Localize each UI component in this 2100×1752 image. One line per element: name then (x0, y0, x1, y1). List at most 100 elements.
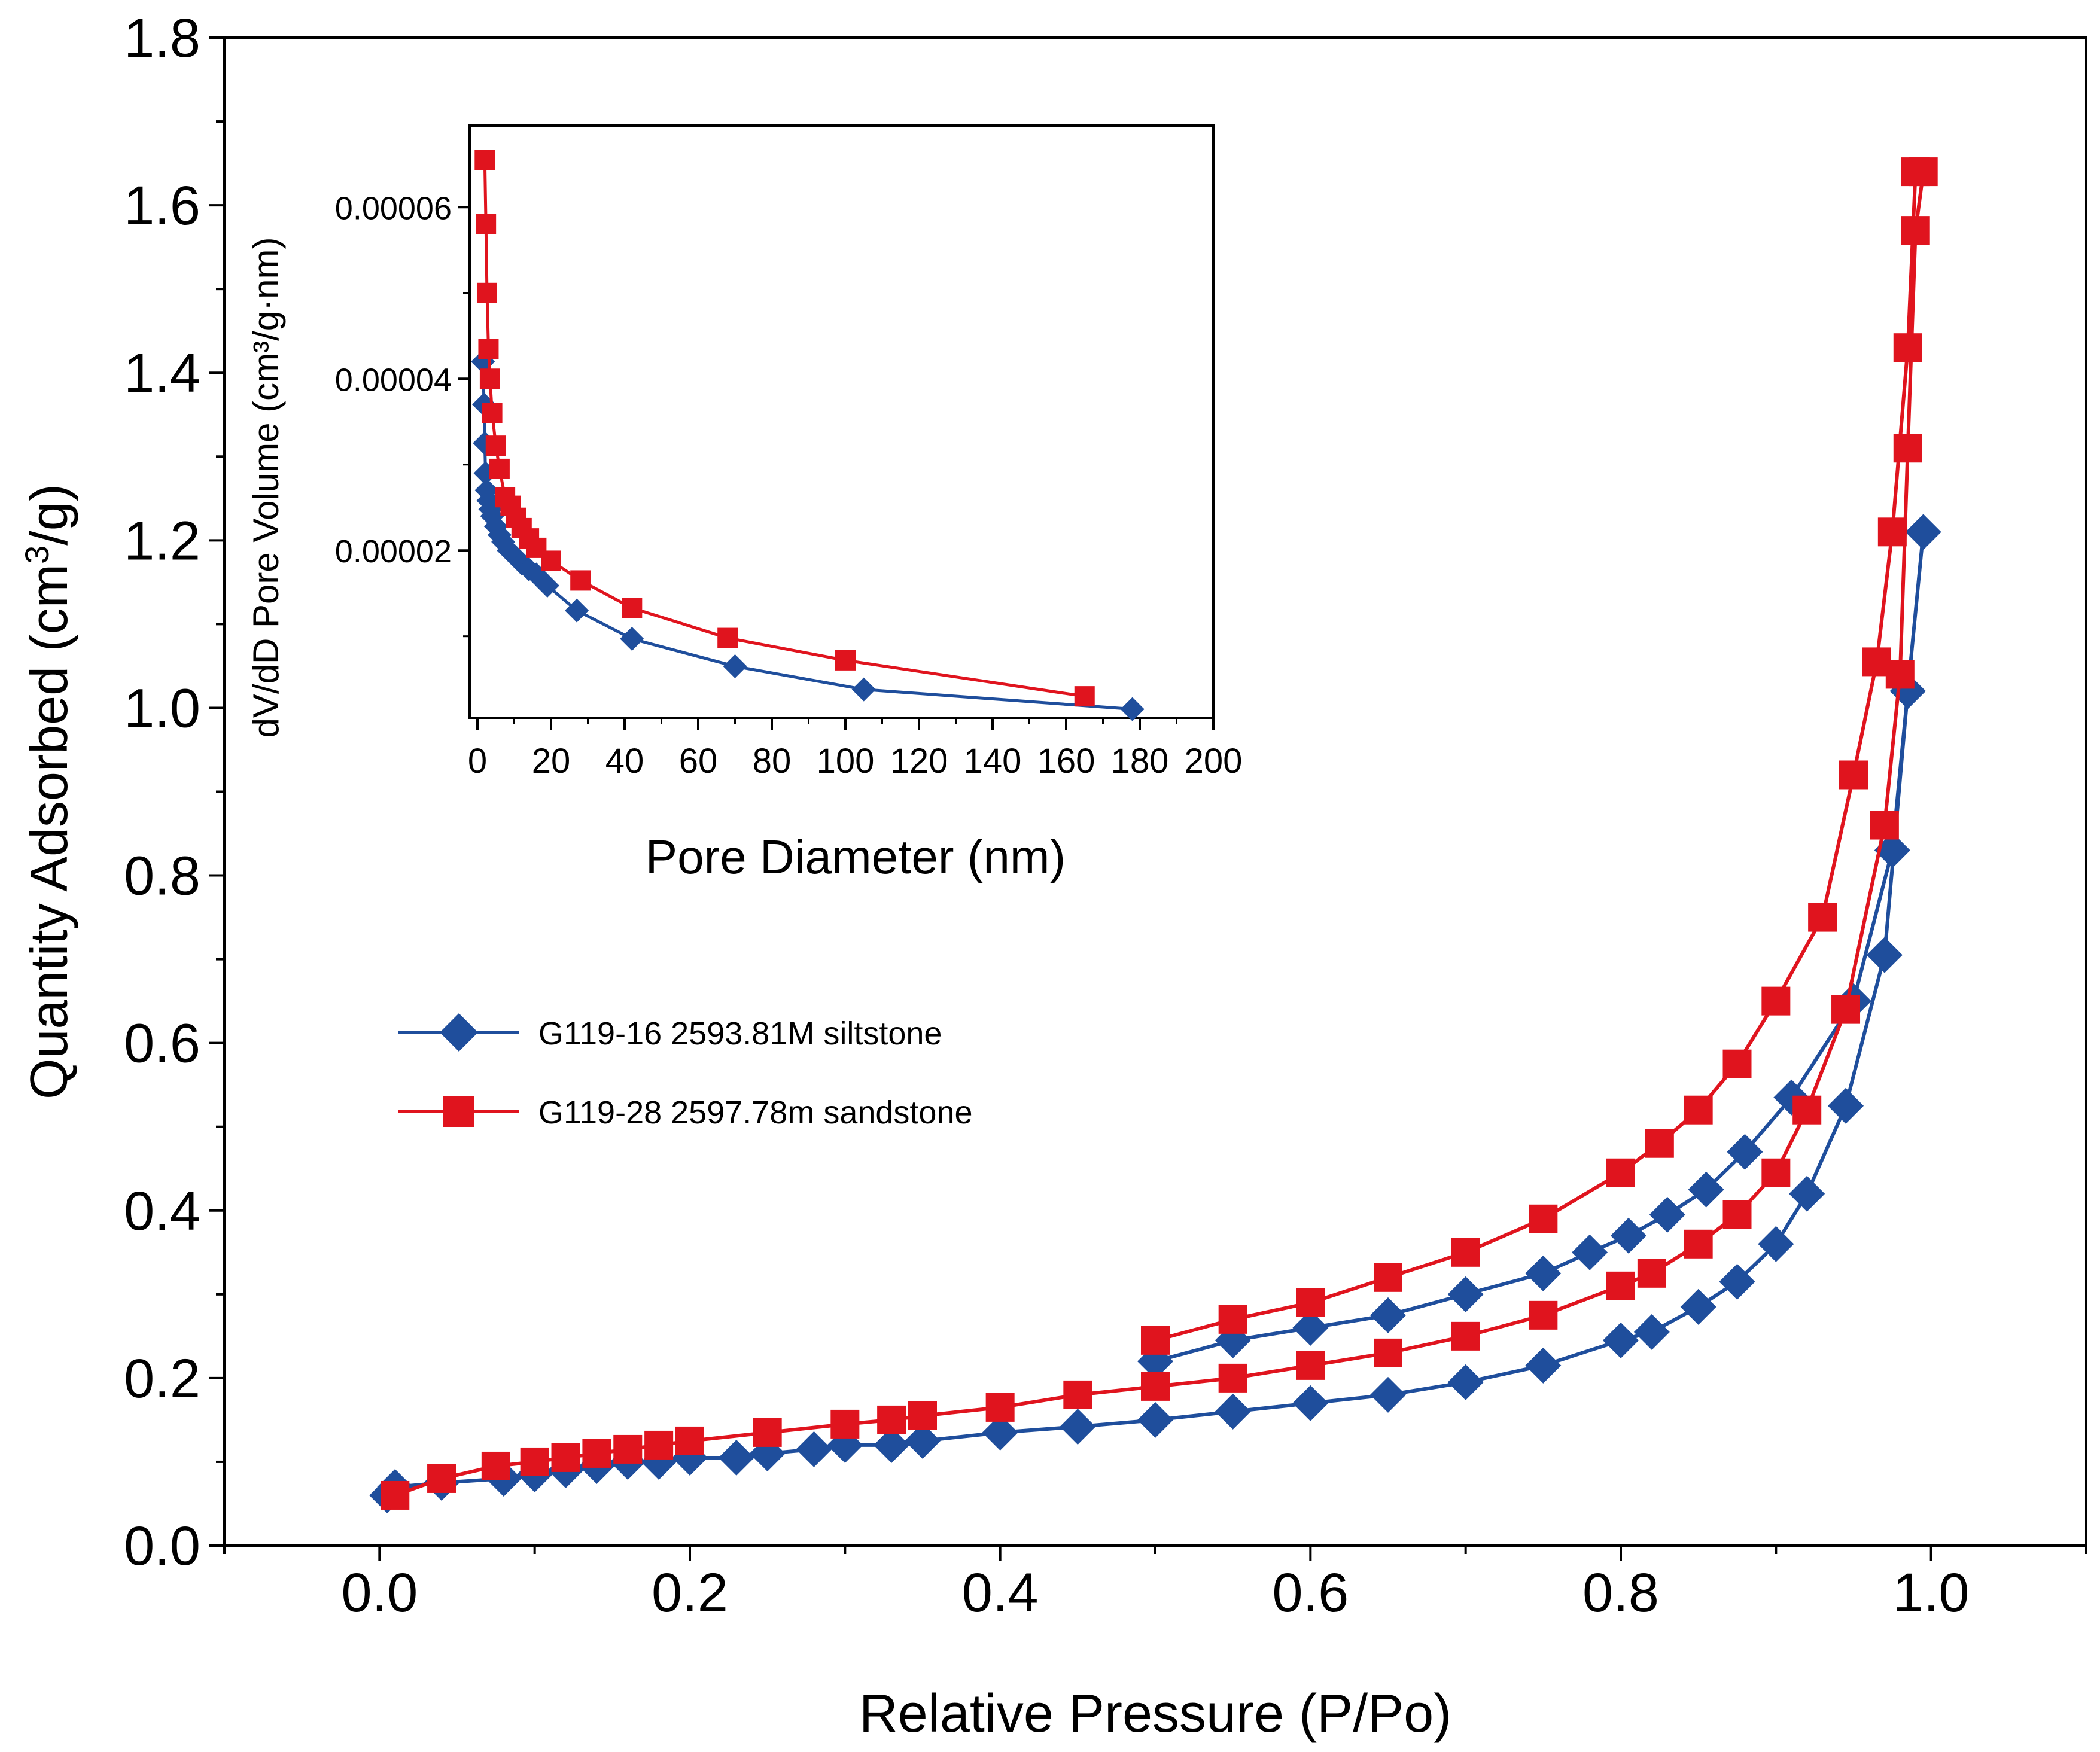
y-tick-label: 1.2 (124, 510, 200, 571)
legend-label: G119-28 2597.78m sandstone (538, 1095, 973, 1131)
data-point (1606, 1158, 1635, 1187)
data-point (1862, 647, 1891, 677)
data-point (1893, 434, 1922, 463)
data-point (1727, 1134, 1763, 1170)
data-point (1808, 903, 1837, 932)
inset-x-tick-label: 180 (1111, 742, 1169, 781)
inset-x-tick-label: 20 (532, 742, 571, 781)
inset-x-tick-label: 60 (679, 742, 718, 781)
y-tick-label: 0.4 (124, 1181, 200, 1242)
inset-plot: 0 20 40 60 80 100 120 140 160 180 200 0.00002 0.0000… (246, 124, 1243, 883)
data-point (489, 458, 510, 479)
data-point (1374, 1338, 1402, 1367)
data-point (796, 1431, 832, 1467)
inset-x-tick-label: 80 (753, 742, 792, 781)
data-point (1877, 517, 1907, 547)
data-point (1684, 1229, 1713, 1259)
data-point (1761, 986, 1791, 1016)
data-point (1296, 1351, 1325, 1380)
data-point (1447, 1276, 1484, 1312)
y-tick-label: 0.6 (124, 1013, 200, 1074)
legend-marker (443, 1096, 474, 1127)
legend-marker (440, 1013, 478, 1052)
data-point (982, 1414, 1018, 1451)
data-point (1684, 1095, 1713, 1125)
data-point (905, 1422, 941, 1459)
data-point (1060, 1409, 1096, 1445)
inset-plot-frame (468, 124, 1215, 719)
data-point (874, 1427, 910, 1463)
data-point (1451, 1321, 1480, 1351)
data-point (1215, 1393, 1251, 1430)
data-point (1603, 1322, 1639, 1358)
inset-x-tick-label: 100 (817, 742, 875, 781)
data-point (1905, 514, 1941, 550)
y-axis-title: Quantity Adsorbed (cm3/g) (18, 484, 79, 1099)
data-point (1874, 832, 1910, 869)
y-tick-label: 1.4 (124, 343, 200, 404)
data-point (1141, 1372, 1170, 1401)
data-point (1374, 1263, 1402, 1292)
data-point (1063, 1380, 1092, 1409)
data-point (1901, 216, 1930, 245)
data-point (570, 570, 591, 591)
data-point (1447, 1364, 1484, 1400)
inset-y-axis-title: dV/dD Pore Volume (cm³/g·nm) (246, 237, 286, 738)
inset-x-axis-title: Pore Diameter (nm) (646, 830, 1066, 883)
inset-x-tick-label: 200 (1185, 742, 1243, 781)
data-point (565, 598, 589, 623)
legend-item-1: G119-28 2597.78m sandstone (398, 1095, 973, 1131)
inset-x-tick-label: 120 (890, 742, 948, 781)
data-point (1722, 1049, 1752, 1078)
data-point (1789, 1175, 1825, 1212)
data-point (753, 1418, 782, 1447)
data-point (582, 1439, 611, 1468)
legend-item-0: G119-16 2593.81M siltstone (398, 1013, 942, 1052)
data-point (535, 574, 559, 598)
inset-series-0 (471, 349, 1145, 721)
data-point (908, 1401, 937, 1430)
data-point (1572, 1234, 1608, 1270)
data-point (479, 368, 500, 389)
data-point (478, 339, 499, 359)
data-point (482, 403, 503, 423)
data-point (1680, 1288, 1716, 1325)
data-point (1525, 1255, 1562, 1291)
x-tick-label: 0.0 (341, 1562, 418, 1623)
data-point (1870, 811, 1899, 840)
inset-series-1 (474, 150, 1095, 707)
data-point (1451, 1238, 1480, 1267)
data-point (1529, 1204, 1558, 1233)
data-point (427, 1464, 456, 1493)
data-point (1633, 1314, 1670, 1350)
x-tick-label: 1.0 (1893, 1562, 1970, 1623)
y-tick-label: 1.6 (124, 175, 200, 236)
data-point (1901, 157, 1930, 187)
main-plot: 0.0 0.2 0.4 0.6 0.8 1.0 0.0 0.2 0.4 0.6 0.8 1.0 1.2 1… (18, 8, 2087, 1744)
data-point (1370, 1376, 1406, 1413)
inset-y-tick-label: 0.00002 (335, 534, 452, 569)
inset-y-tick-label: 0.00004 (335, 362, 452, 398)
x-axis-title: Relative Pressure (P/Po) (859, 1684, 1451, 1744)
x-tick-label: 0.2 (652, 1562, 728, 1623)
data-point (717, 627, 738, 648)
data-point (622, 598, 643, 618)
inset-x-tick-label: 160 (1037, 742, 1095, 781)
x-tick-label: 0.4 (962, 1562, 1039, 1623)
data-point (1688, 1171, 1724, 1208)
data-point (1074, 686, 1095, 707)
data-point (675, 1426, 704, 1455)
data-point (718, 1439, 754, 1476)
data-point (620, 627, 644, 651)
inset-series-line-0 (481, 361, 1133, 711)
data-point (1141, 1326, 1170, 1355)
data-point (520, 1447, 549, 1476)
data-point (613, 1434, 643, 1464)
legend-label: G119-16 2593.81M siltstone (538, 1016, 942, 1052)
x-tick-label: 0.6 (1272, 1562, 1349, 1623)
data-point (1645, 1129, 1674, 1158)
y-tick-label: 0.8 (124, 846, 200, 907)
data-point (723, 654, 747, 678)
data-point (1637, 1259, 1666, 1288)
